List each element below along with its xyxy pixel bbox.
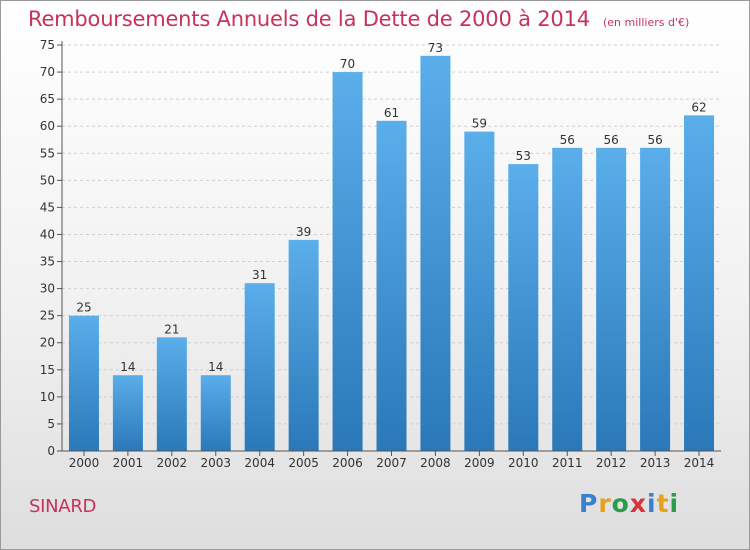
x-tick-label: 2001	[113, 456, 144, 470]
chart-title: Remboursements Annuels de la Dette de 20…	[28, 7, 590, 31]
bar-2008	[420, 55, 451, 452]
x-tick-label: 2006	[332, 456, 363, 470]
logo-letter: x	[629, 489, 647, 518]
x-tick-label: 2010	[508, 456, 539, 470]
y-tick-label: 15	[40, 363, 55, 377]
y-tick-label: 10	[40, 390, 55, 404]
bar-2003	[200, 375, 231, 451]
x-tick-label: 2003	[200, 456, 231, 470]
y-tick-label: 70	[40, 65, 55, 79]
data-label-2003: 14	[208, 360, 223, 374]
y-tick-label: 20	[40, 336, 55, 350]
bar-2009	[464, 131, 495, 451]
bar-2013	[640, 147, 671, 451]
data-label-2014: 62	[691, 100, 706, 114]
axes: 0 5 10 15 20 25 30 35 40 45 50 55 60 65 70 75 2000 2001 20…	[40, 38, 721, 470]
y-tick-label: 5	[47, 417, 55, 431]
bar-2010	[508, 164, 539, 452]
data-label-2000: 25	[76, 301, 91, 315]
y-tick-label: 65	[40, 92, 55, 106]
logo-letter: r	[598, 489, 612, 518]
x-tick-label: 2008	[420, 456, 451, 470]
bar-2000	[68, 315, 99, 451]
x-tick-label: 2009	[464, 456, 495, 470]
data-label-2011: 56	[560, 133, 575, 147]
y-tick-label: 40	[40, 227, 55, 241]
bar-2005	[288, 239, 319, 451]
y-tick-label: 75	[40, 38, 55, 52]
data-label-2008: 73	[428, 41, 443, 55]
x-tick-label: 2014	[684, 456, 715, 470]
x-tick-label: 2004	[244, 456, 275, 470]
chart-subtitle: (en milliers d'€)	[603, 16, 690, 29]
y-tick-label: 30	[40, 282, 55, 296]
y-tick-label: 45	[40, 200, 55, 214]
x-tick-label: 2000	[69, 456, 100, 470]
chart-title-block: Remboursements Annuels de la Dette de 20…	[28, 7, 689, 31]
data-label-2001: 14	[120, 360, 135, 374]
x-tick-label: 2012	[596, 456, 627, 470]
bar-2002	[156, 337, 187, 451]
x-tick-label: 2002	[157, 456, 188, 470]
x-tick-label: 2007	[376, 456, 407, 470]
data-label-2012: 56	[604, 133, 619, 147]
bar-2001	[112, 375, 143, 451]
data-label-2004: 31	[252, 268, 267, 282]
proxiti-logo: Proxiti	[579, 489, 679, 518]
bar-2014	[684, 115, 715, 451]
data-label-2013: 56	[647, 133, 662, 147]
bar-2011	[552, 147, 583, 451]
y-tick-label: 25	[40, 309, 55, 323]
bar-2007	[376, 120, 407, 451]
logo-letter: i	[669, 489, 680, 518]
data-label-2009: 59	[472, 117, 487, 131]
data-label-2005: 39	[296, 225, 311, 239]
bar-2006	[332, 72, 363, 452]
logo-letter: P	[579, 489, 599, 518]
logo-letter: t	[656, 489, 670, 518]
x-tick-label: 2011	[552, 456, 583, 470]
data-label-2010: 53	[516, 149, 531, 163]
bar-2012	[596, 147, 627, 451]
bars: 25 14 21 14 31 39 70 61 73 59 53 56 56 56 62	[68, 41, 715, 452]
y-tick-label: 55	[40, 146, 55, 160]
y-tick-label: 60	[40, 119, 55, 133]
bar-2004	[244, 283, 275, 451]
data-label-2002: 21	[164, 322, 179, 336]
y-tick-label: 35	[40, 255, 55, 269]
logo-letter: i	[647, 489, 657, 518]
data-label-2006: 70	[340, 57, 355, 71]
y-tick-label: 50	[40, 173, 55, 187]
y-tick-label: 0	[47, 444, 55, 458]
x-tick-label: 2005	[288, 456, 319, 470]
data-label-2007: 61	[384, 106, 399, 120]
logo-letter: o	[611, 489, 630, 518]
x-tick-label: 2013	[640, 456, 671, 470]
commune-name: SINARD	[29, 496, 97, 517]
